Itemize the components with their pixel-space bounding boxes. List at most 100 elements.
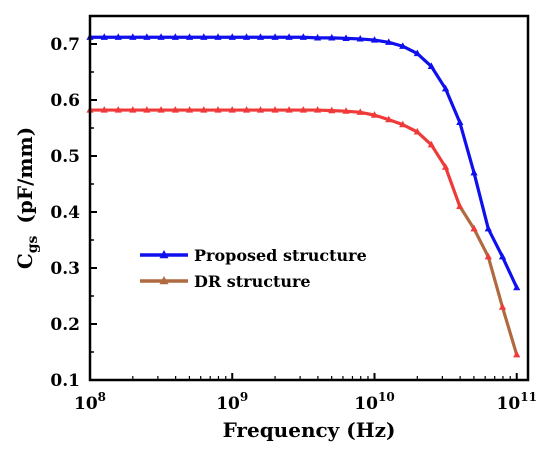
series-0 — [86, 33, 521, 291]
series-line-segment — [486, 227, 505, 259]
data-point — [129, 33, 137, 40]
series-line-segment — [429, 64, 448, 91]
series-line-segment — [330, 109, 348, 113]
data-point — [100, 106, 108, 113]
y-axis-title: Cgs (pF/mm) — [13, 127, 41, 269]
legend-label: Proposed structure — [194, 246, 367, 265]
data-point — [299, 33, 307, 40]
y-axis-title-unit: (pF/mm) — [13, 127, 37, 224]
data-point — [285, 33, 293, 40]
data-point — [271, 33, 279, 40]
x-axis-title: Frequency (Hz) — [223, 418, 396, 442]
data-point — [171, 33, 179, 40]
data-point — [399, 120, 407, 128]
data-point — [370, 111, 379, 118]
series-1 — [86, 106, 521, 358]
data-point — [185, 33, 194, 40]
data-point — [456, 118, 464, 125]
data-point — [313, 106, 322, 113]
data-point — [242, 106, 251, 113]
data-point — [441, 84, 450, 92]
data-point — [399, 42, 407, 49]
data-point — [413, 127, 421, 135]
legend: Proposed structure DR structure — [140, 246, 367, 291]
data-point — [242, 33, 251, 40]
data-point — [456, 202, 464, 209]
series-line-segment — [358, 37, 377, 42]
data-point — [129, 106, 137, 113]
series-line-segment — [443, 87, 462, 125]
data-point — [484, 224, 492, 232]
data-point — [299, 106, 307, 113]
series-line-segment — [458, 204, 476, 231]
y-tick-label: 0.7 — [50, 35, 80, 55]
data-point — [356, 108, 364, 115]
data-point — [427, 62, 435, 69]
data-point — [328, 106, 336, 114]
data-point — [114, 106, 122, 113]
data-point — [498, 303, 507, 310]
data-point — [356, 34, 364, 42]
series-line-segment — [344, 109, 362, 114]
data-point — [256, 33, 265, 40]
data-point — [470, 168, 478, 176]
data-point — [498, 252, 507, 260]
series-line-segment — [500, 305, 519, 357]
data-point — [285, 106, 293, 113]
data-point — [214, 33, 222, 40]
y-tick-label: 0.4 — [50, 203, 80, 223]
data-point — [200, 33, 208, 40]
series-line-segment — [500, 255, 519, 290]
x-tick-label: 109 — [216, 390, 248, 414]
legend-swatch-marker — [159, 250, 169, 259]
data-point — [385, 38, 393, 45]
series-line-segment — [301, 35, 320, 40]
data-point — [385, 115, 393, 123]
legend-label: DR structure — [194, 272, 311, 291]
y-axis-title-subscript: gs — [25, 235, 41, 253]
data-point — [370, 36, 379, 43]
series-line-segment — [486, 255, 505, 309]
series-line-segment — [315, 108, 334, 113]
data-point — [427, 140, 435, 148]
data-point — [143, 106, 151, 113]
data-point — [200, 106, 208, 113]
data-point — [484, 252, 492, 260]
data-point — [413, 49, 421, 57]
series-line-segment — [472, 171, 490, 231]
y-tick-label: 0.5 — [50, 147, 80, 167]
data-point — [171, 106, 179, 113]
x-tick-label: 1011 — [497, 390, 537, 414]
data-point — [328, 33, 336, 41]
x-tick-label: 108 — [74, 390, 106, 414]
data-point — [441, 163, 450, 170]
data-point — [185, 106, 194, 113]
data-point — [313, 33, 322, 41]
series-line-segment — [458, 120, 476, 175]
data-point — [470, 224, 478, 232]
series-line-segment — [330, 36, 348, 41]
legend-swatch-marker — [159, 276, 169, 285]
plot-frame — [88, 14, 530, 382]
data-point — [228, 33, 236, 40]
y-tick-label: 0.2 — [50, 315, 80, 335]
data-point — [100, 33, 108, 40]
series-line-segment — [344, 36, 362, 41]
series-line-segment — [429, 143, 448, 169]
data-point — [228, 106, 236, 113]
data-point — [143, 33, 151, 40]
series-line-segment — [443, 165, 462, 208]
y-tick-label: 0.6 — [50, 91, 80, 111]
data-point — [342, 107, 350, 114]
data-point — [157, 33, 165, 40]
y-axis-title-symbol: C — [13, 253, 37, 269]
data-point — [342, 34, 350, 41]
data-point — [256, 106, 265, 113]
data-point — [157, 106, 165, 113]
data-point — [114, 33, 122, 40]
data-point — [271, 106, 279, 113]
data-point — [513, 350, 521, 358]
y-tick-label: 0.1 — [50, 371, 80, 391]
y-tick-label: 0.3 — [50, 259, 80, 279]
